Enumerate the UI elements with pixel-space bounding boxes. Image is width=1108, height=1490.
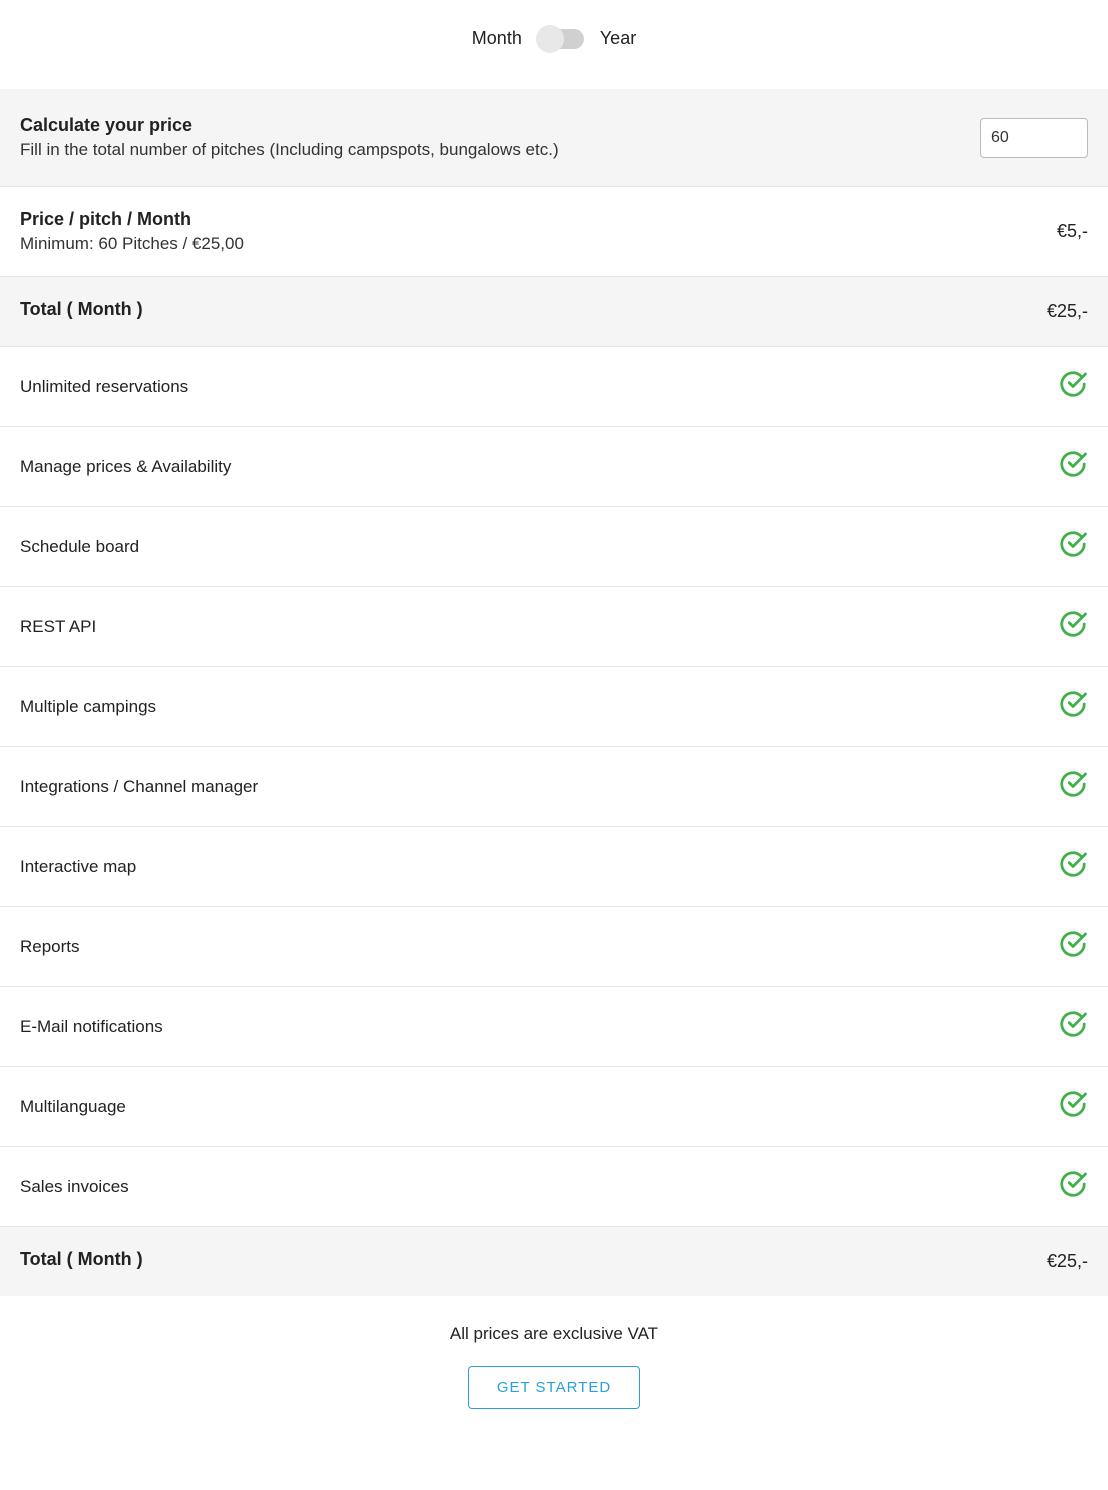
check-icon <box>1058 529 1088 564</box>
check-icon <box>1058 769 1088 804</box>
calculate-subtitle: Fill in the total number of pitches (Inc… <box>20 140 980 160</box>
check-icon <box>1058 1009 1088 1044</box>
price-subtitle: Minimum: 60 Pitches / €25,00 <box>20 234 1057 254</box>
calculate-title: Calculate your price <box>20 115 980 136</box>
feature-row: Multiple campings <box>0 667 1108 747</box>
billing-toggle[interactable] <box>538 29 584 49</box>
calculate-price-row: Calculate your price Fill in the total n… <box>0 89 1108 187</box>
check-icon <box>1058 449 1088 484</box>
feature-row: Unlimited reservations <box>0 347 1108 427</box>
get-started-button[interactable]: GET STARTED <box>468 1366 640 1409</box>
check-icon <box>1058 1169 1088 1204</box>
check-icon <box>1058 929 1088 964</box>
check-icon <box>1058 609 1088 644</box>
feature-row: Integrations / Channel manager <box>0 747 1108 827</box>
feature-label: Interactive map <box>20 857 1058 877</box>
price-value: €5,- <box>1057 221 1088 242</box>
feature-label: REST API <box>20 617 1058 637</box>
total-top-label: Total ( Month ) <box>20 299 1047 320</box>
total-top-row: Total ( Month ) €25,- <box>0 277 1108 347</box>
feature-label: Manage prices & Availability <box>20 457 1058 477</box>
total-bottom-label: Total ( Month ) <box>20 1249 1047 1270</box>
vat-note: All prices are exclusive VAT <box>0 1296 1108 1366</box>
feature-row: Sales invoices <box>0 1147 1108 1227</box>
feature-label: Multilanguage <box>20 1097 1058 1117</box>
total-bottom-value: €25,- <box>1047 1251 1088 1272</box>
feature-label: Schedule board <box>20 537 1058 557</box>
price-per-pitch-row: Price / pitch / Month Minimum: 60 Pitche… <box>0 187 1108 277</box>
feature-label: Integrations / Channel manager <box>20 777 1058 797</box>
check-icon <box>1058 849 1088 884</box>
feature-label: Unlimited reservations <box>20 377 1058 397</box>
price-title: Price / pitch / Month <box>20 209 1057 230</box>
feature-label: E-Mail notifications <box>20 1017 1058 1037</box>
billing-toggle-row: Month Year <box>0 0 1108 89</box>
feature-row: Manage prices & Availability <box>0 427 1108 507</box>
pitches-input[interactable] <box>980 118 1088 158</box>
feature-label: Reports <box>20 937 1058 957</box>
check-icon <box>1058 369 1088 404</box>
feature-label: Multiple campings <box>20 697 1058 717</box>
toggle-label-month: Month <box>472 28 522 49</box>
total-top-value: €25,- <box>1047 301 1088 322</box>
feature-label: Sales invoices <box>20 1177 1058 1197</box>
toggle-label-year: Year <box>600 28 636 49</box>
check-icon <box>1058 689 1088 724</box>
feature-row: REST API <box>0 587 1108 667</box>
feature-row: E-Mail notifications <box>0 987 1108 1067</box>
feature-row: Schedule board <box>0 507 1108 587</box>
feature-row: Reports <box>0 907 1108 987</box>
total-bottom-row: Total ( Month ) €25,- <box>0 1227 1108 1296</box>
toggle-knob <box>536 25 564 53</box>
check-icon <box>1058 1089 1088 1124</box>
feature-row: Interactive map <box>0 827 1108 907</box>
feature-row: Multilanguage <box>0 1067 1108 1147</box>
